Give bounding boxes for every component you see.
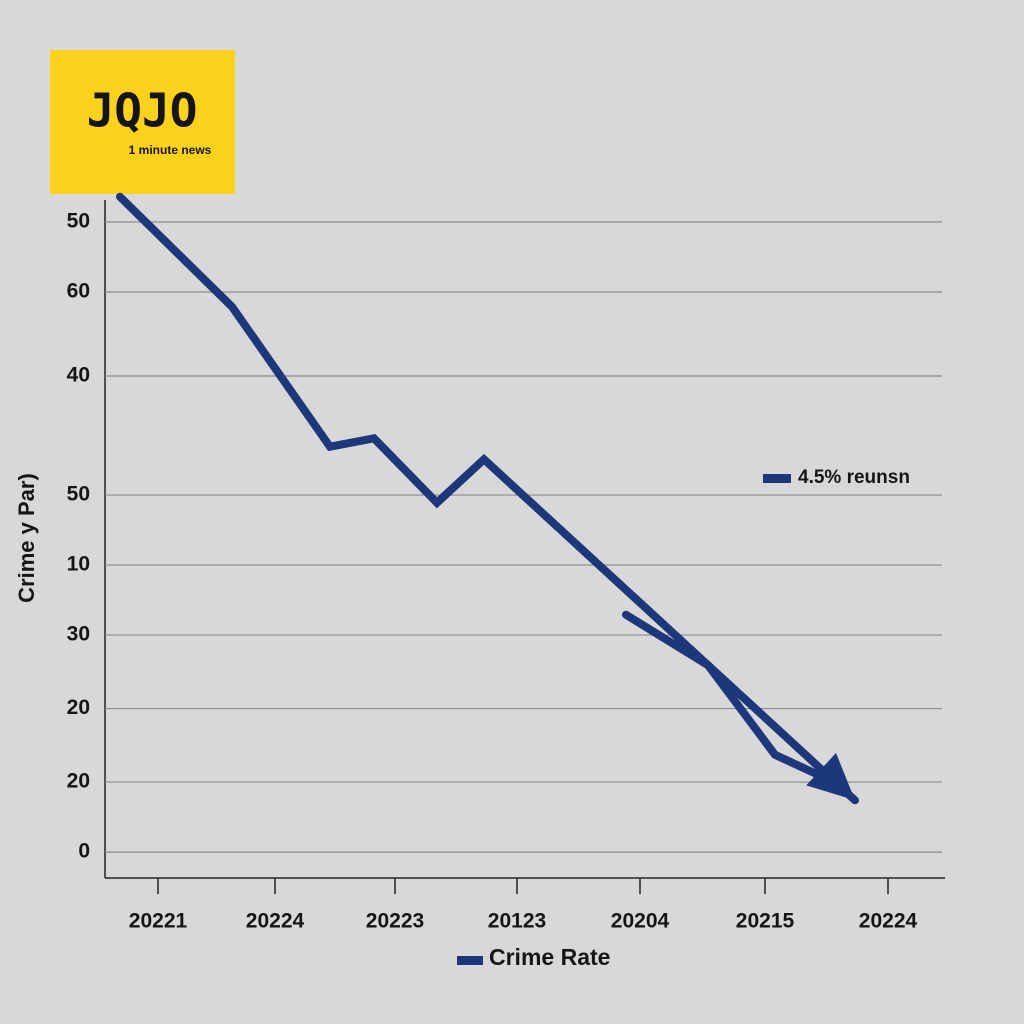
x-tick-label: 20204 bbox=[611, 910, 670, 933]
y-tick-label: 30 bbox=[67, 623, 90, 646]
y-tick-label: 20 bbox=[67, 770, 90, 793]
data-line bbox=[622, 610, 844, 789]
legend-marker bbox=[457, 956, 483, 965]
annotation: 4.5% reunsn bbox=[798, 467, 910, 488]
x-tick-label: 20223 bbox=[366, 910, 424, 933]
x-tick-label: 20224 bbox=[246, 910, 305, 933]
legend-label: Crime Rate bbox=[489, 944, 610, 970]
y-tick-label: 60 bbox=[67, 280, 90, 303]
x-tick-label: 20123 bbox=[488, 910, 546, 933]
x-tick-label: 20215 bbox=[736, 910, 795, 933]
y-tick-label: 50 bbox=[67, 210, 90, 233]
y-tick-label: 20 bbox=[67, 696, 90, 719]
y-axis-label: Crime y Par) bbox=[14, 473, 39, 603]
data-line bbox=[116, 192, 859, 805]
logo-box bbox=[50, 50, 235, 194]
y-tick-label: 40 bbox=[67, 364, 90, 387]
logo-title: JQJO bbox=[87, 84, 198, 138]
y-tick-label: 0 bbox=[78, 840, 90, 863]
y-tick-label: 10 bbox=[67, 553, 90, 576]
annotation-marker bbox=[763, 474, 791, 483]
x-tick-label: 20221 bbox=[129, 910, 188, 933]
x-tick-label: 20224 bbox=[859, 910, 918, 933]
logo-subtitle: 1 minute news bbox=[129, 143, 212, 157]
y-tick-label: 50 bbox=[67, 483, 90, 506]
